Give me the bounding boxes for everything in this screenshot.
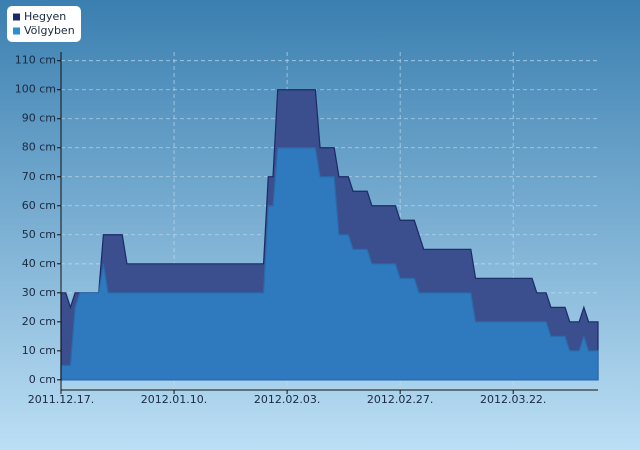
y-tick-label: 60 cm: [22, 199, 56, 212]
plot-area: [60, 52, 599, 390]
x-tick-label: 2012.02.27.: [367, 393, 433, 406]
x-tick-label: 2012.02.03.: [254, 393, 320, 406]
legend-label: Hegyen: [24, 10, 66, 23]
y-tick-label: 20 cm: [22, 315, 56, 328]
y-tick-label: 0 cm: [29, 373, 56, 386]
area: [60, 147, 599, 381]
legend-label: Völgyben: [24, 24, 75, 37]
y-tick-label: 80 cm: [22, 141, 56, 154]
y-tick-label: 110 cm: [15, 54, 56, 67]
y-tick-label: 30 cm: [22, 286, 56, 299]
legend-swatch: [13, 27, 20, 35]
legend: [7, 6, 81, 42]
y-tick-label: 100 cm: [15, 83, 56, 96]
legend-swatch: [13, 13, 20, 21]
y-tick-label: 10 cm: [22, 344, 56, 357]
y-tick-label: 70 cm: [22, 170, 56, 183]
y-tick-label: 50 cm: [22, 228, 56, 241]
x-tick-label: 2012.03.22.: [480, 393, 546, 406]
y-tick-label: 40 cm: [22, 257, 56, 270]
x-tick-label: 2012.01.10.: [141, 393, 207, 406]
y-tick-label: 90 cm: [22, 112, 56, 125]
x-tick-label: 2011.12.17.: [28, 393, 94, 406]
